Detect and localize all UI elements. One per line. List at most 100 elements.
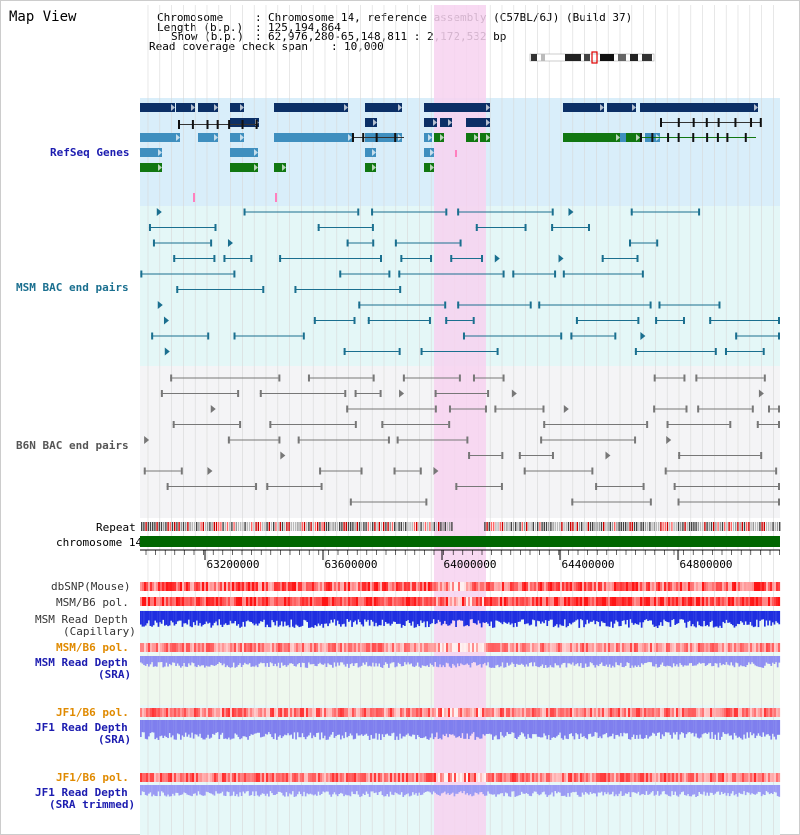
depth-bar (188, 611, 190, 620)
depth-bar (426, 720, 429, 740)
heat-cell (250, 582, 253, 591)
heat-cell (482, 597, 485, 606)
heat-cell (270, 643, 273, 652)
track-label-chromosome[interactable]: chromosome 14 (56, 536, 143, 549)
track-label-refseq[interactable]: RefSeq Genes (50, 146, 130, 159)
refseq-genes-track[interactable] (140, 103, 762, 202)
track-label-msm-depth-sra[interactable]: MSM Read Depth (35, 656, 128, 669)
track-label-msm-depth-capillary[interactable]: MSM Read Depth (35, 613, 128, 626)
track-label-jf1-b6-pol[interactable]: JF1/B6 pol. (56, 706, 129, 719)
track-label-msm-b6-pol[interactable]: MSM/B6 pol. (56, 596, 129, 609)
depth-bar (469, 720, 472, 736)
track-label-jf1-b6-pol-trimmed[interactable]: JF1/B6 pol. (56, 771, 129, 784)
depth-bar (588, 720, 590, 735)
track-label-dbsnp[interactable]: dbSNP(Mouse) (51, 580, 131, 593)
heat-cell (672, 643, 675, 652)
heat-cell (682, 597, 685, 606)
heat-cell (390, 773, 393, 782)
heat-cell (420, 773, 423, 782)
exon-tick (206, 120, 209, 129)
msm-bac-track[interactable] (140, 208, 780, 356)
depth-bar (255, 720, 257, 734)
depth-bar (444, 785, 446, 792)
track-label-jf1-depth-trimmed-sub[interactable]: (SRA trimmed) (49, 798, 136, 811)
depth-bar (612, 720, 614, 734)
depth-bar (392, 611, 395, 622)
depth-bar (376, 656, 379, 667)
depth-bar (237, 785, 240, 797)
depth-bar (679, 720, 681, 735)
bac-end (649, 301, 652, 309)
heat-cell (576, 773, 579, 782)
depth-bar (557, 611, 560, 628)
heat-cell (142, 708, 145, 717)
heat-cell (684, 773, 687, 782)
repeat-track[interactable] (141, 522, 781, 531)
track-label-msm-depth-capillary-sub[interactable]: (Capillary) (63, 625, 136, 638)
depth-bar (668, 611, 670, 623)
heat-cell (390, 643, 393, 652)
depth-bar (303, 656, 305, 664)
track-label-b6n-bac[interactable]: B6N BAC end pairs (16, 439, 129, 452)
bac-end (307, 374, 310, 382)
depth-bar (405, 611, 408, 622)
heat-cell (388, 773, 391, 782)
depth-bar (320, 720, 323, 733)
depth-bar (589, 656, 592, 663)
heat-cell (184, 773, 187, 782)
depth-bar (700, 611, 702, 627)
heat-cell (648, 773, 651, 782)
depth-bar (610, 611, 613, 622)
depth-bar (556, 785, 558, 794)
depth-bar (728, 611, 731, 623)
depth-bar (258, 720, 261, 733)
depth-bar (724, 611, 726, 624)
depth-bar (559, 785, 561, 793)
depth-bar (725, 656, 728, 663)
depth-bar (328, 785, 331, 795)
heat-cell (504, 773, 507, 782)
heat-cell (628, 582, 631, 591)
bac-end (459, 239, 462, 247)
heatmap-tracks[interactable] (140, 582, 781, 782)
heat-cell (246, 773, 249, 782)
heat-cell (168, 773, 171, 782)
heat-cell (592, 582, 595, 591)
repeat-element (576, 522, 578, 531)
heat-cell (156, 582, 159, 591)
heat-cell (746, 582, 749, 591)
depth-bar (389, 720, 392, 736)
chromosome-ideogram[interactable] (529, 51, 655, 64)
repeat-element (224, 522, 226, 531)
depth-bar (514, 785, 517, 797)
track-label-jf1-depth-sra-sub[interactable]: (SRA) (98, 733, 132, 746)
depth-bar (602, 611, 605, 623)
b6n-bac-track[interactable] (143, 374, 780, 506)
track-label-msm-b6-pol-sra[interactable]: MSM/B6 pol. (56, 641, 129, 654)
track-label-msm-depth-sra-sub[interactable]: (SRA) (98, 668, 132, 681)
heat-cell (718, 582, 721, 591)
repeat-element (671, 522, 673, 531)
depth-bar (340, 656, 342, 663)
track-label-msm-bac[interactable]: MSM BAC end pairs (16, 281, 129, 294)
heat-cell (228, 708, 231, 717)
repeat-element (768, 522, 770, 531)
heat-cell (314, 597, 317, 606)
repeat-element (537, 522, 539, 531)
depth-bar (308, 611, 310, 628)
chromosome-bar[interactable] (140, 536, 780, 547)
depth-bar (255, 656, 257, 666)
depth-bar (215, 611, 217, 622)
repeat-element (149, 522, 152, 531)
heat-cell (272, 643, 275, 652)
heat-cell (654, 597, 657, 606)
heat-cell (518, 643, 521, 652)
track-label-jf1-depth-trimmed[interactable]: JF1 Read Depth (35, 786, 128, 799)
track-label-repeat[interactable]: Repeat (96, 521, 136, 534)
read-depth-tracks[interactable] (140, 611, 781, 797)
track-label-jf1-depth-sra[interactable]: JF1 Read Depth (35, 721, 128, 734)
depth-bar (445, 611, 448, 625)
depth-bar (298, 720, 301, 738)
depth-bar (524, 785, 526, 794)
